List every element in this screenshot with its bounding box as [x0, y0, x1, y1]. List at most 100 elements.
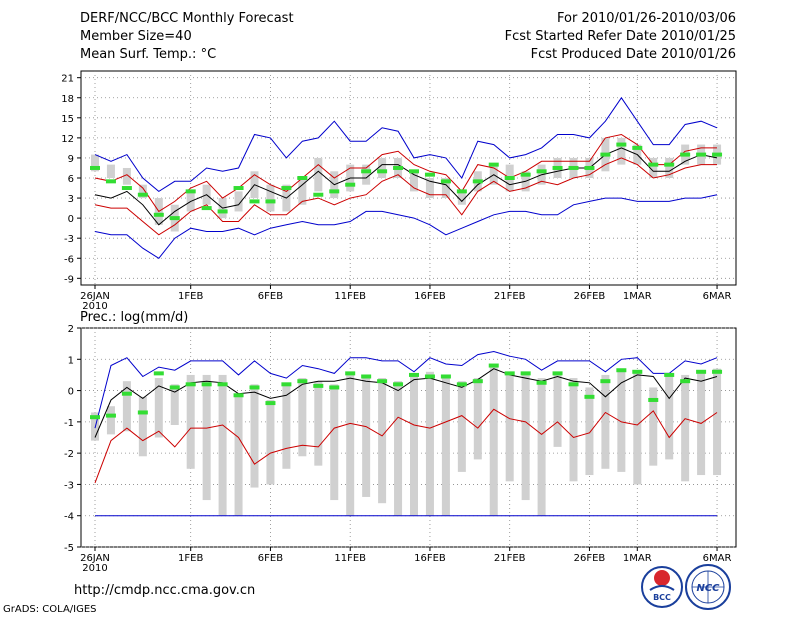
highlight-mark [680, 152, 691, 157]
highlight-mark [393, 165, 404, 170]
series-max-line [94, 350, 718, 429]
highlight-mark [584, 165, 595, 170]
chart-title: DERF/NCC/BCC Monthly Forecast [80, 11, 294, 26]
highlight-mark [504, 176, 515, 180]
x-tick-label: 1FEB [178, 291, 203, 302]
highlight-mark [265, 401, 276, 406]
highlight-mark [712, 369, 723, 374]
spread-box [202, 374, 211, 501]
spread-box [106, 164, 115, 178]
highlight-mark [552, 371, 563, 376]
chart-panel-1: -9 -6 -3 0 3 6 9 12 15 18 21 26JAN 1FEB 6FEB 11FEB 16FE… [61, 70, 737, 312]
highlight-mark [361, 169, 372, 174]
spread-box [234, 393, 243, 516]
highlight-mark [153, 212, 164, 217]
highlight-mark [377, 169, 388, 174]
highlight-mark [696, 152, 707, 157]
spread-box [378, 378, 387, 504]
highlight-mark [696, 369, 707, 374]
spread-box [138, 184, 147, 199]
x-tick-label: 16FEB [414, 553, 446, 564]
spread-box [250, 384, 259, 488]
y-tick-label: 0 [68, 214, 74, 225]
highlight-mark [600, 152, 611, 157]
series-lower-line [94, 408, 718, 484]
highlight-mark [648, 162, 659, 167]
highlight-mark [313, 192, 324, 197]
spread-box [122, 167, 131, 185]
spread-box [665, 374, 674, 460]
temp-panel-label: Mean Surf. Temp.: °C [80, 47, 217, 62]
spread-box [681, 374, 690, 482]
spread-box [314, 157, 323, 192]
x-tick-label: 26JAN [80, 291, 110, 302]
y-tick-label: 2 [68, 324, 74, 335]
spread-box [298, 178, 307, 205]
spread-box [457, 381, 466, 472]
highlight-mark [233, 393, 244, 398]
highlight-mark [249, 199, 260, 204]
y-tick-label: -3 [64, 480, 74, 491]
highlight-mark [456, 189, 467, 194]
highlight-mark [297, 379, 308, 384]
highlight-mark [393, 382, 404, 387]
source-url[interactable]: http://cmdp.ncc.cma.gov.cn [74, 583, 256, 598]
highlight-mark [90, 415, 100, 420]
spread-box [553, 371, 562, 447]
spread-box [346, 371, 355, 516]
spread-box [617, 137, 626, 165]
highlight-mark [153, 371, 164, 376]
spread-box [170, 384, 179, 425]
x-tick-label: 16FEB [414, 291, 446, 302]
highlight-mark [520, 172, 531, 177]
spread-box [649, 157, 658, 178]
plot-frame [80, 327, 737, 548]
x-tick-label: 6FEB [258, 291, 283, 302]
y-tick-label: 6 [68, 174, 74, 185]
highlight-mark [377, 379, 388, 384]
spread-box [537, 378, 546, 516]
x-tick-label: 21FEB [494, 291, 526, 302]
highlight-mark [345, 371, 356, 376]
highlight-mark [632, 369, 643, 374]
highlight-mark [664, 162, 675, 167]
spread-box [521, 371, 530, 501]
highlight-mark [536, 169, 547, 174]
chart-panel-2: -5 -4 -3 -2 -1 0 1 2 26JAN 1FEB 6FEB 11FEB 16FEB 21FE… [64, 324, 737, 574]
highlight-mark [568, 382, 579, 387]
spread-box [154, 378, 163, 438]
x-tick-label: 26FEB [574, 553, 606, 564]
spread-box [425, 371, 434, 516]
produced-date: Fcst Produced Date 2010/01/26 [530, 47, 736, 62]
x-tick-label: 6MAR [703, 291, 732, 302]
highlight-mark [488, 363, 499, 368]
series-lower-line [94, 157, 717, 236]
highlight-mark [664, 372, 675, 377]
x-tick-label: 11FEB [334, 291, 366, 302]
highlight-mark [409, 169, 419, 174]
y-tick-label: 15 [61, 114, 74, 125]
x-tick-label: 11FEB [334, 553, 366, 564]
spread-box [122, 381, 131, 432]
highlight-mark [616, 368, 627, 373]
spread-box [314, 381, 323, 466]
highlight-mark [361, 374, 372, 379]
y-tick-label: -2 [64, 449, 74, 460]
x-tick-label: 26FEB [574, 291, 606, 302]
spread-box [282, 384, 291, 469]
spread-box [378, 157, 387, 178]
spread-box [186, 374, 195, 469]
x-tick-label: 21FEB [494, 553, 526, 564]
highlight-mark [105, 413, 116, 418]
highlight-mark [424, 172, 435, 177]
highlight-mark [472, 379, 483, 384]
highlight-mark [712, 152, 723, 157]
highlight-mark [409, 372, 419, 377]
y-tick-label: 18 [61, 94, 74, 105]
x-year-label: 2010 [82, 301, 107, 312]
highlight-mark [600, 379, 611, 384]
highlight-mark [584, 394, 595, 399]
spread-box [617, 368, 626, 472]
highlight-mark [249, 385, 260, 390]
grads-credit: GrADS: COLA/IGES [3, 604, 97, 615]
